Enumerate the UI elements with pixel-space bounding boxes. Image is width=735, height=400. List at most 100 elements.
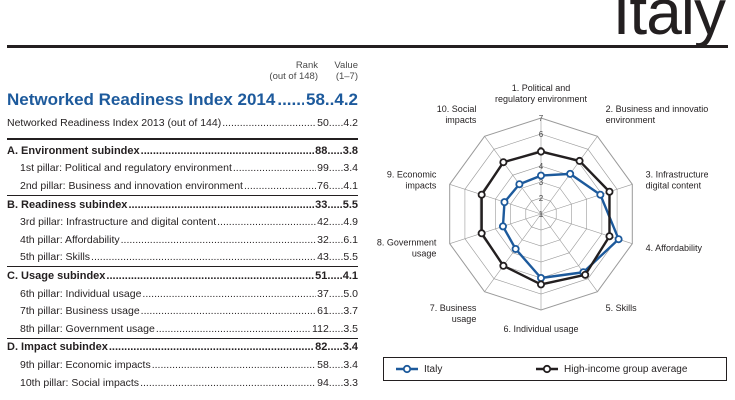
axis-label: 7. Business usage [430, 303, 477, 324]
subindex-row: B. Readiness subindex 33 5.5 [7, 194, 358, 214]
row-label: D. Impact subindex [7, 341, 108, 354]
row-value: 3.8 [342, 144, 358, 157]
row-label: B. Readiness subindex [7, 198, 128, 211]
grid-spoke [484, 136, 542, 215]
subindex-row: A. Environment subindex 88 3.8 [7, 142, 358, 160]
legend-marker-high-income [536, 364, 558, 374]
row-label: 3rd pillar: Infrastructure and digital c… [20, 216, 217, 229]
value-column-header: Value (1–7) [334, 60, 358, 82]
row-rank: 32 [317, 233, 329, 246]
axis-label: 10. Social impacts [437, 104, 477, 125]
grid-spoke [540, 184, 633, 215]
nri-2013-label: Networked Readiness Index 2013 (out of 1… [7, 117, 222, 129]
title-rule [7, 45, 728, 48]
tick-label: 7 [539, 114, 544, 123]
axis-label: 1. Political and regulatory environment [495, 83, 588, 104]
nri-2014-rank: 58 [305, 90, 325, 109]
pillar-row: 7th pillar: Business usage 61 3.7 [7, 302, 358, 320]
row-value: 5.0 [343, 287, 358, 300]
nri-2013-value: 4.2 [343, 117, 358, 129]
row-rank: 43 [317, 251, 329, 264]
legend-marker-italy [396, 364, 418, 374]
pillar-row: 5th pillar: Skills 43 5.5 [7, 249, 358, 267]
tick-label: 4 [539, 162, 544, 171]
pillar-row: 1st pillar: Political and regulatory env… [7, 160, 358, 178]
row-rank: 112 [312, 322, 329, 335]
data-point-high-income [605, 187, 614, 196]
row-value: 5.5 [342, 198, 358, 211]
row-rank: 51 [315, 269, 328, 282]
row-rank: 61 [317, 305, 329, 318]
nri-2014-label: Networked Readiness Index 2014 [7, 90, 276, 109]
pillar-row: 6th pillar: Individual usage 37 5.0 [7, 285, 358, 303]
row-rank: 82 [315, 341, 328, 354]
data-point-high-income [536, 147, 545, 156]
row-value: 4.1 [343, 179, 358, 192]
pillar-row: 9th pillar: Economic impacts 58 3.4 [7, 356, 358, 374]
row-label: 2nd pillar: Business and innovation envi… [20, 179, 243, 192]
row-rank: 76 [317, 179, 329, 192]
row-label: 1st pillar: Political and regulatory env… [20, 162, 232, 175]
grid-spoke [484, 213, 542, 292]
row-rank: 58 [317, 358, 329, 371]
row-label: 6th pillar: Individual usage [20, 287, 142, 300]
data-point-high-income [605, 232, 614, 241]
row-label: A. Environment subindex [7, 144, 140, 157]
data-point-high-income [477, 229, 486, 238]
tick-label: 6 [539, 130, 544, 139]
pillar-row: 2nd pillar: Business and innovation envi… [7, 177, 358, 195]
row-value: 3.3 [343, 376, 358, 389]
data-point-high-income [581, 270, 590, 279]
row-value: 3.4 [343, 162, 358, 175]
row-rank: 94 [317, 376, 329, 389]
data-point-italy [596, 190, 605, 199]
legend-label-italy: Italy [424, 363, 443, 375]
data-point-italy [515, 180, 524, 189]
row-value: 5.5 [343, 251, 358, 264]
data-point-italy [500, 198, 509, 207]
nri-2014-row: Networked Readiness Index 2014 58 4.2 [7, 90, 358, 112]
nri-2013-row: Networked Readiness Index 2013 (out of 1… [7, 117, 358, 133]
pillar-row: 4th pillar: Affordability 32 6.1 [7, 231, 358, 249]
data-point-italy [536, 171, 545, 180]
grid-spoke [449, 184, 542, 215]
row-label: 8th pillar: Government usage [20, 322, 155, 335]
pillar-row: 10th pillar: Social impacts 94 3.3 [7, 374, 358, 392]
row-value: 3.5 [343, 322, 358, 335]
pillar-row: 3rd pillar: Infrastructure and digital c… [7, 213, 358, 231]
data-point-italy [511, 244, 520, 253]
pillar-rows: A. Environment subindex 88 3.8 1st pillar: … [7, 142, 358, 391]
nri-2013-rank: 50 [317, 117, 329, 129]
subindex-row: D. Impact subindex 82 3.4 [7, 337, 358, 357]
tick-label: 3 [539, 178, 544, 187]
row-value: 6.1 [343, 233, 358, 246]
data-point-italy [566, 169, 575, 178]
pillar-row: 8th pillar: Government usage 112 3.5 [7, 320, 358, 338]
row-rank: 42 [317, 216, 329, 229]
row-value: 3.4 [343, 358, 358, 371]
subindex-row: C. Usage subindex 51 4.1 [7, 266, 358, 285]
rank-column-header: Rank (out of 148) [269, 60, 318, 82]
row-value: 4.1 [342, 269, 358, 282]
country-title: Italy [612, 0, 726, 48]
data-point-italy [614, 235, 623, 244]
data-point-high-income [499, 158, 508, 167]
tick-label: 1 [539, 210, 544, 219]
row-label: 10th pillar: Social impacts [20, 376, 140, 389]
row-rank: 88 [315, 144, 328, 157]
axis-label: 2. Business and innovation environment [606, 104, 708, 125]
row-value: 4.9 [343, 216, 358, 229]
tick-label: 2 [539, 194, 544, 203]
grid-spoke [449, 213, 542, 244]
row-value: 3.4 [342, 341, 358, 354]
row-label: 5th pillar: Skills [20, 251, 91, 264]
axis-label: 6. Individual usage [503, 324, 578, 334]
data-point-high-income [536, 280, 545, 289]
data-point-italy [536, 273, 545, 282]
row-rank: 99 [317, 162, 329, 175]
data-point-high-income [575, 156, 584, 165]
legend-item-italy: Italy [396, 358, 442, 380]
axis-label: 8. Government usage [377, 237, 437, 258]
